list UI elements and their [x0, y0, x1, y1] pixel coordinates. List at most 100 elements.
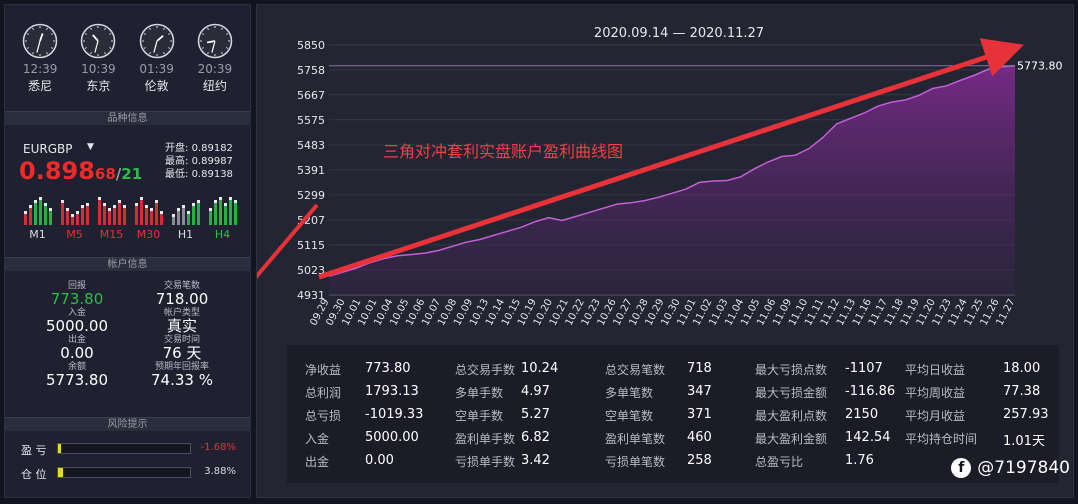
stat-label: 总亏损	[305, 409, 342, 423]
clock-time: 01:39	[139, 62, 174, 76]
y-tick-label: 5575	[297, 114, 325, 127]
deposit-value: 5000.00	[45, 317, 109, 335]
trades-label: 交易笔数	[163, 281, 200, 291]
low-value: 0.89138	[191, 169, 233, 180]
stat-label: 最大亏损金额	[755, 386, 828, 400]
stat-value: 77.38	[1003, 384, 1041, 399]
section-title-risk: 风险提示	[5, 417, 250, 431]
account-type-value: 真实	[166, 317, 197, 335]
signal-bars-icon	[60, 195, 89, 225]
clock-time: 20:39	[197, 62, 233, 76]
stat-label: 总盈亏比	[755, 455, 804, 469]
timeframe-m5[interactable]: M5	[60, 195, 89, 241]
clock-city: 纽约	[202, 79, 227, 93]
clock: 01:39 伦敦	[132, 23, 182, 94]
stat-label: 盈利单笔数	[605, 432, 666, 446]
pl-value: -1.68%	[200, 442, 236, 453]
equity-line	[328, 64, 1016, 277]
position-bar-fill	[58, 468, 64, 477]
stat-label: 平均持仓时间	[905, 432, 978, 446]
clock-icon	[139, 23, 174, 59]
days-label: 交易时间	[163, 335, 200, 345]
clock-icon	[81, 23, 116, 59]
price-sep: /	[115, 165, 122, 183]
y-tick-label: 5207	[297, 214, 325, 227]
return-label: 回报	[67, 281, 86, 291]
signal-bars-icon	[134, 195, 163, 225]
account-type-label: 帐户类型	[163, 308, 200, 318]
stat-label: 多单笔数	[605, 386, 654, 400]
stat-label: 平均周收益	[905, 386, 966, 400]
section-title-instrument: 品种信息	[5, 111, 250, 125]
clock-icon	[22, 23, 58, 59]
pl-label: 盈 亏	[21, 444, 47, 457]
timeframe-label: M5	[66, 228, 83, 241]
timeframe-label: M1	[29, 228, 46, 241]
stat-value: 371	[687, 407, 712, 422]
stat-value: 6.82	[521, 430, 550, 445]
left-panel: 12:39 悉尼 10:39 东京 01:39 伦敦 20:39 纽约 品种信息 EURGBP…	[4, 4, 251, 498]
y-tick-label: 5391	[297, 164, 325, 177]
ohl-info: 开盘: 0.89182 最高: 0.89987 最低: 0.89138	[165, 142, 233, 181]
signal-bars-icon	[171, 195, 200, 225]
clock: 12:39 悉尼	[15, 23, 65, 94]
price-main: 0.898	[19, 157, 95, 185]
stat-value: 257.93	[1003, 407, 1049, 422]
deposit-label: 入金	[67, 308, 86, 318]
stat-value: 773.80	[365, 361, 411, 376]
symbol-select[interactable]: EURGBP	[23, 142, 73, 156]
chart-title: 2020.09.14 — 2020.11.27	[594, 26, 764, 41]
stat-label: 亏损单笔数	[605, 455, 666, 469]
timeframe-h1[interactable]: H1	[171, 195, 200, 241]
stat-value: 18.00	[1003, 361, 1041, 376]
stat-label: 入金	[305, 432, 330, 446]
stat-value: 5000.00	[365, 430, 419, 445]
stat-label: 最大盈利点数	[755, 409, 828, 423]
clock: 10:39 东京	[73, 23, 123, 94]
return-value: 773.80	[50, 290, 104, 308]
annual-label: 预期年回报率	[154, 362, 209, 372]
pl-bar	[57, 443, 191, 454]
stat-value: 347	[687, 384, 712, 399]
stat-value: -1019.33	[365, 407, 424, 422]
stat-value: 2150	[845, 407, 879, 422]
chevron-down-icon[interactable]: ▼	[87, 142, 94, 152]
position-value: 3.88%	[204, 466, 236, 477]
y-tick-label: 5758	[297, 64, 325, 77]
stat-value: 5.27	[521, 407, 550, 422]
low-label: 最低:	[165, 169, 189, 180]
pointer-arrow-line	[257, 203, 319, 279]
stat-label: 最大盈利金额	[755, 432, 828, 446]
stat-label: 空单笔数	[605, 409, 654, 423]
stat-label: 净收益	[305, 363, 342, 377]
clock: 20:39 纽约	[190, 23, 240, 94]
timeframe-m1[interactable]: M1	[23, 195, 52, 241]
watermark-logo-icon: f	[951, 458, 972, 478]
stat-value: 1793.13	[365, 384, 419, 399]
balance-value: 5773.80	[45, 371, 109, 389]
world-clocks: 12:39 悉尼 10:39 东京 01:39 伦敦 20:39 纽约	[5, 5, 250, 94]
y-tick-label: 4931	[297, 289, 325, 302]
clock-city: 伦敦	[144, 79, 169, 93]
y-tick-label: 5667	[297, 89, 325, 102]
watermark: f @7197840	[951, 458, 1070, 478]
timeframe-m30[interactable]: M30	[134, 195, 163, 241]
timeframe-label: M15	[99, 228, 124, 241]
timeframe-label: H1	[177, 228, 194, 241]
annual-value: 74.33 %	[151, 371, 213, 389]
high-label: 最高:	[165, 156, 189, 167]
stat-label: 盈利单手数	[455, 432, 516, 446]
stat-label: 总交易笔数	[605, 363, 666, 377]
pl-bar-fill	[58, 444, 61, 453]
chart-annotation: 三角对冲套利实盘账户盈利曲线图	[383, 142, 623, 161]
timeframe-m15[interactable]: M15	[97, 195, 126, 241]
signal-bars-icon	[97, 195, 126, 225]
signal-bars-icon	[208, 195, 237, 225]
right-panel: 2020.09.14 — 2020.11.27 5850 5758 5667 5575 5…	[256, 4, 1074, 498]
timeframe-h4[interactable]: H4	[208, 195, 237, 241]
stats-panel: 净收益 773.80 总利润 1793.13 总亏损 -1019.33 入金 5000.00 出…	[287, 345, 1059, 483]
stat-value: 460	[687, 430, 712, 445]
clock-city: 悉尼	[28, 79, 53, 93]
stat-value: 0.00	[365, 453, 394, 468]
price-end: 21	[121, 165, 143, 183]
